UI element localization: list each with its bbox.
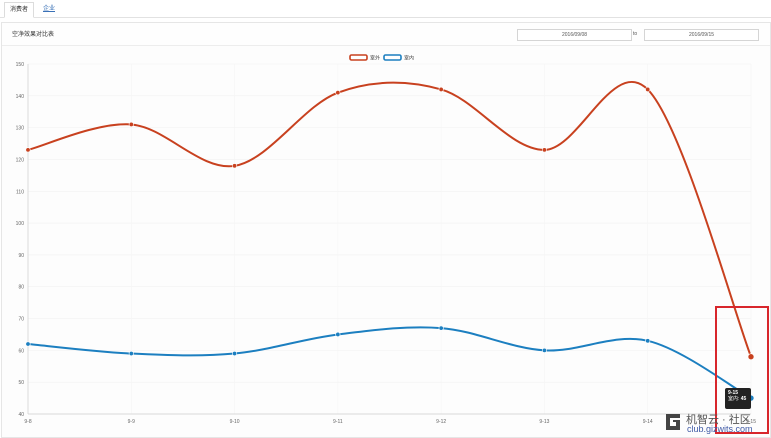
data-point[interactable] [232, 163, 238, 169]
y-tick-label: 140 [16, 94, 25, 100]
chart-tooltip: 9-15 室内: 45 [725, 388, 751, 409]
data-point[interactable] [128, 121, 134, 127]
y-tick-label: 40 [18, 412, 24, 418]
data-point[interactable] [645, 338, 651, 344]
y-tick-label: 120 [16, 157, 25, 163]
y-tick-label: 80 [18, 285, 24, 291]
data-point[interactable] [438, 325, 444, 331]
y-tick-label: 90 [18, 253, 24, 259]
legend-label-2[interactable]: 室内 [404, 55, 414, 62]
chart-legend: 室外 室内 [349, 54, 414, 62]
tab-bar: 消费者 企业 [0, 0, 771, 18]
tab-consumer[interactable]: 消费者 [4, 2, 35, 18]
data-point[interactable] [335, 90, 341, 96]
y-tick-label: 70 [18, 317, 24, 323]
data-point[interactable] [645, 86, 651, 92]
watermark: 机智云 · 社区 club.gizwits.com [662, 410, 770, 436]
series-line-2 [27, 326, 752, 399]
data-point[interactable] [25, 147, 31, 153]
x-tick-label: 9-13 [539, 419, 549, 425]
chart-grid [27, 63, 752, 415]
chart-axes: 40 50 60 70 80 90 100 110 120 130 140 150 9-8 9-9 9-10… [16, 62, 757, 425]
y-tick-label: 60 [18, 348, 24, 354]
x-tick-label: 9-8 [24, 419, 31, 425]
chart-series [25, 80, 755, 402]
data-point[interactable] [747, 353, 755, 361]
data-point[interactable] [541, 147, 547, 153]
data-point[interactable] [438, 86, 444, 92]
data-point[interactable] [128, 351, 134, 357]
chart-panel: 空净效果对比表 2016/09/08 to 2016/09/15 [1, 22, 771, 438]
watermark-title: 机智云 · 社区 [686, 414, 751, 426]
panel-title: 空净效果对比表 [12, 32, 55, 38]
y-tick-label: 130 [16, 126, 25, 132]
tab-enterprise[interactable]: 企业 [43, 6, 56, 12]
y-tick-label: 50 [18, 380, 24, 386]
gizwits-logo-icon [666, 414, 680, 430]
date-from-input[interactable]: 2016/09/08 [517, 29, 632, 41]
data-point[interactable] [335, 331, 341, 337]
legend-label-1[interactable]: 室外 [370, 55, 380, 62]
x-tick-label: 9-9 [128, 419, 135, 425]
x-tick-label: 9-14 [643, 419, 653, 425]
date-to-input[interactable]: 2016/09/15 [644, 29, 759, 41]
panel-header: 空净效果对比表 2016/09/08 to 2016/09/15 [2, 23, 770, 46]
y-tick-label: 150 [16, 62, 25, 68]
date-to-label: to [633, 31, 638, 37]
data-point[interactable] [232, 351, 238, 357]
data-point[interactable] [25, 341, 31, 347]
series-line-1 [27, 80, 752, 358]
y-tick-label: 110 [16, 189, 24, 195]
x-tick-label: 9-12 [436, 419, 446, 425]
data-point[interactable] [541, 347, 547, 353]
x-tick-label: 9-11 [333, 419, 343, 425]
legend-swatch-2[interactable] [383, 54, 402, 61]
tooltip-category: 9-15 [728, 390, 739, 396]
y-tick-label: 100 [16, 221, 25, 227]
tooltip-value: 45 [740, 396, 747, 402]
watermark-url: club.gizwits.com [687, 424, 753, 434]
tooltip-series-label: 室内: [728, 396, 740, 402]
x-tick-label: 9-10 [230, 419, 240, 425]
x-tick-label: 9-15 [746, 419, 756, 425]
highlight-annotation-box [715, 306, 769, 434]
legend-swatch-1[interactable] [349, 54, 368, 61]
